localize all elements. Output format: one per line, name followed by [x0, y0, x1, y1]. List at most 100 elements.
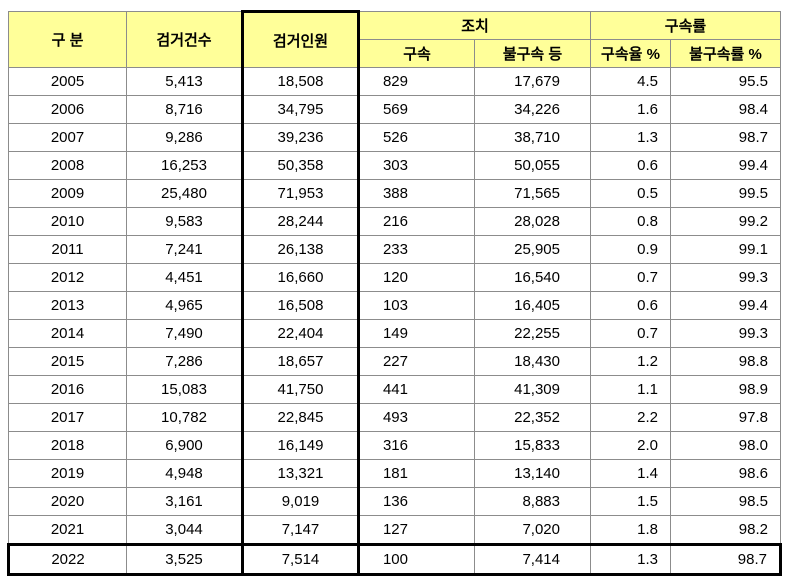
cell-persons: 18,657 — [241, 347, 360, 376]
cell-arrest-rate: 1.8 — [590, 515, 671, 545]
cell-cases: 7,490 — [126, 319, 243, 348]
table-row: 2020 3,161 9,019 136 8,883 1.5 98.5 — [8, 487, 781, 516]
arrest-statistics-table: 구 분 검거건수 검거인원 조치 구속률 구속 불구속 등 구속율 % 불구속률… — [7, 10, 782, 576]
cell-arrest-rate: 0.9 — [590, 235, 671, 264]
cell-nonarrest: 28,028 — [474, 207, 591, 236]
cell-nonarrest-rate: 99.2 — [670, 207, 781, 236]
cell-arrest: 441 — [358, 375, 475, 404]
cell-cases: 4,451 — [126, 263, 243, 292]
header-nonarrest-rate: 불구속률 % — [670, 39, 781, 68]
cell-arrest-rate: 0.7 — [590, 263, 671, 292]
cell-arrest: 569 — [358, 95, 475, 124]
cell-cases: 15,083 — [126, 375, 243, 404]
cell-arrest: 181 — [358, 459, 475, 488]
cell-nonarrest: 71,565 — [474, 179, 591, 208]
cell-nonarrest: 7,414 — [474, 543, 591, 576]
cell-persons: 71,953 — [241, 179, 360, 208]
cell-arrest: 388 — [358, 179, 475, 208]
header-persons: 검거인원 — [241, 10, 360, 68]
cell-nonarrest: 7,020 — [474, 515, 591, 545]
cell-cases: 3,044 — [126, 515, 243, 545]
header-arrest: 구속 — [358, 39, 475, 68]
cell-arrest: 103 — [358, 291, 475, 320]
cell-persons: 41,750 — [241, 375, 360, 404]
cell-arrest-rate: 4.5 — [590, 67, 671, 96]
cell-persons: 34,795 — [241, 95, 360, 124]
cell-nonarrest: 16,405 — [474, 291, 591, 320]
cell-nonarrest: 50,055 — [474, 151, 591, 180]
table-row: 2021 3,044 7,147 127 7,020 1.8 98.2 — [8, 515, 781, 545]
cell-year: 2009 — [8, 179, 127, 208]
cell-cases: 16,253 — [126, 151, 243, 180]
cell-cases: 7,241 — [126, 235, 243, 264]
cell-nonarrest: 13,140 — [474, 459, 591, 488]
cell-arrest-rate: 0.7 — [590, 319, 671, 348]
header-rate-group: 구속률 — [590, 11, 781, 40]
cell-cases: 3,161 — [126, 487, 243, 516]
cell-nonarrest: 25,905 — [474, 235, 591, 264]
cell-arrest: 829 — [358, 67, 475, 96]
cell-nonarrest: 22,352 — [474, 403, 591, 432]
table-row: 2016 15,083 41,750 441 41,309 1.1 98.9 — [8, 375, 781, 404]
cell-nonarrest-rate: 99.1 — [670, 235, 781, 264]
cell-arrest: 120 — [358, 263, 475, 292]
cell-nonarrest: 18,430 — [474, 347, 591, 376]
cell-nonarrest-rate: 98.0 — [670, 431, 781, 460]
table-row: 2022 3,525 7,514 100 7,414 1.3 98.7 — [7, 543, 782, 576]
cell-cases: 4,948 — [126, 459, 243, 488]
cell-year: 2006 — [8, 95, 127, 124]
cell-year: 2011 — [8, 235, 127, 264]
cell-arrest-rate: 0.6 — [590, 291, 671, 320]
cell-nonarrest-rate: 98.7 — [670, 123, 781, 152]
cell-nonarrest-rate: 99.4 — [670, 151, 781, 180]
cell-arrest: 526 — [358, 123, 475, 152]
cell-arrest: 493 — [358, 403, 475, 432]
table-row: 2011 7,241 26,138 233 25,905 0.9 99.1 — [8, 235, 781, 264]
header-arrest-rate: 구속율 % — [590, 39, 671, 68]
cell-persons: 26,138 — [241, 235, 360, 264]
cell-cases: 4,965 — [126, 291, 243, 320]
cell-arrest: 149 — [358, 319, 475, 348]
cell-arrest-rate: 1.5 — [590, 487, 671, 516]
cell-persons: 16,508 — [241, 291, 360, 320]
table-row: 2009 25,480 71,953 388 71,565 0.5 99.5 — [8, 179, 781, 208]
cell-nonarrest-rate: 99.4 — [670, 291, 781, 320]
cell-arrest-rate: 1.6 — [590, 95, 671, 124]
cell-nonarrest-rate: 99.5 — [670, 179, 781, 208]
cell-arrest-rate: 1.3 — [590, 123, 671, 152]
cell-cases: 9,583 — [126, 207, 243, 236]
table-row: 2014 7,490 22,404 149 22,255 0.7 99.3 — [8, 319, 781, 348]
cell-persons: 28,244 — [241, 207, 360, 236]
cell-arrest-rate: 2.0 — [590, 431, 671, 460]
table-row: 2006 8,716 34,795 569 34,226 1.6 98.4 — [8, 95, 781, 124]
cell-year: 2007 — [8, 123, 127, 152]
cell-year: 2016 — [8, 375, 127, 404]
cell-cases: 10,782 — [126, 403, 243, 432]
cell-year: 2010 — [8, 207, 127, 236]
cell-nonarrest: 41,309 — [474, 375, 591, 404]
cell-nonarrest-rate: 98.6 — [670, 459, 781, 488]
cell-persons: 16,149 — [241, 431, 360, 460]
cell-arrest-rate: 1.4 — [590, 459, 671, 488]
table-row: 2018 6,900 16,149 316 15,833 2.0 98.0 — [8, 431, 781, 460]
cell-nonarrest-rate: 98.7 — [670, 543, 782, 576]
table-row: 2008 16,253 50,358 303 50,055 0.6 99.4 — [8, 151, 781, 180]
cell-arrest-rate: 2.2 — [590, 403, 671, 432]
cell-nonarrest-rate: 98.2 — [670, 515, 781, 545]
cell-nonarrest: 22,255 — [474, 319, 591, 348]
table-row: 2007 9,286 39,236 526 38,710 1.3 98.7 — [8, 123, 781, 152]
cell-year: 2012 — [8, 263, 127, 292]
cell-persons: 16,660 — [241, 263, 360, 292]
cell-arrest-rate: 1.3 — [590, 543, 671, 576]
cell-cases: 5,413 — [126, 67, 243, 96]
cell-arrest: 233 — [358, 235, 475, 264]
cell-persons: 18,508 — [241, 67, 360, 96]
header-cases: 검거건수 — [126, 11, 243, 68]
cell-arrest: 316 — [358, 431, 475, 460]
cell-nonarrest: 16,540 — [474, 263, 591, 292]
cell-nonarrest-rate: 97.8 — [670, 403, 781, 432]
cell-nonarrest-rate: 98.5 — [670, 487, 781, 516]
cell-nonarrest-rate: 98.9 — [670, 375, 781, 404]
cell-cases: 6,900 — [126, 431, 243, 460]
cell-nonarrest: 38,710 — [474, 123, 591, 152]
